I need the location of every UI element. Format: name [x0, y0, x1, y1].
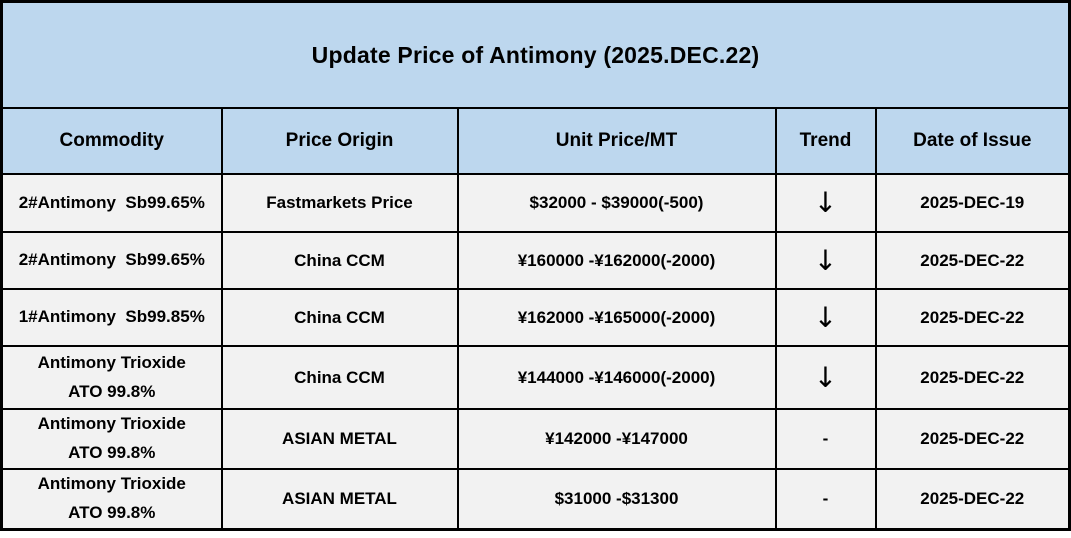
- date-of-issue-cell: 2025-DEC-19: [874, 173, 1071, 233]
- price-origin-cell: China CCM: [220, 288, 459, 347]
- unit-price-cell: $31000 -$31300: [456, 467, 777, 531]
- commodity-cell: Antimony Trioxide ATO 99.8%: [0, 467, 223, 531]
- trend-down-arrow-icon: ↓: [774, 288, 877, 347]
- table-row: 2#Antimony Sb99.65% China CCM ¥160000 -¥…: [0, 231, 1071, 290]
- col-header-price-origin: Price Origin: [220, 107, 459, 175]
- commodity-cell: 1#Antimony Sb99.85%: [0, 288, 223, 347]
- price-origin-cell: China CCM: [220, 231, 459, 290]
- trend-down-arrow-icon: ↓: [774, 231, 877, 290]
- table-row: Antimony Trioxide ATO 99.8% ASIAN METAL …: [0, 467, 1071, 531]
- col-header-unit-price: Unit Price/MT: [456, 107, 777, 175]
- trend-down-arrow-icon: ↓: [774, 173, 877, 233]
- unit-price-cell: ¥144000 -¥146000(-2000): [456, 345, 777, 410]
- page-title: Update Price of Antimony (2025.DEC.22): [0, 0, 1071, 109]
- commodity-cell: 2#Antimony Sb99.65%: [0, 173, 223, 233]
- table-row: 1#Antimony Sb99.85% China CCM ¥162000 -¥…: [0, 288, 1071, 347]
- price-origin-cell: Fastmarkets Price: [220, 173, 459, 233]
- commodity-cell: Antimony Trioxide ATO 99.8%: [0, 408, 223, 470]
- col-header-date-of-issue: Date of Issue: [874, 107, 1071, 175]
- column-header-row: Commodity Price Origin Unit Price/MT Tre…: [0, 107, 1071, 175]
- price-origin-cell: China CCM: [220, 345, 459, 410]
- col-header-trend: Trend: [774, 107, 877, 175]
- date-of-issue-cell: 2025-DEC-22: [874, 345, 1071, 410]
- trend-down-arrow-icon: ↓: [774, 345, 877, 410]
- table-row: 2#Antimony Sb99.65% Fastmarkets Price $3…: [0, 173, 1071, 233]
- unit-price-cell: ¥142000 -¥147000: [456, 408, 777, 470]
- trend-flat-dash: -: [774, 467, 877, 531]
- table-row: Antimony Trioxide ATO 99.8% ASIAN METAL …: [0, 408, 1071, 470]
- trend-flat-dash: -: [774, 408, 877, 470]
- unit-price-cell: ¥160000 -¥162000(-2000): [456, 231, 777, 290]
- price-origin-cell: ASIAN METAL: [220, 467, 459, 531]
- commodity-cell: 2#Antimony Sb99.65%: [0, 231, 223, 290]
- col-header-commodity: Commodity: [0, 107, 223, 175]
- date-of-issue-cell: 2025-DEC-22: [874, 467, 1071, 531]
- commodity-cell: Antimony Trioxide ATO 99.8%: [0, 345, 223, 410]
- date-of-issue-cell: 2025-DEC-22: [874, 408, 1071, 470]
- title-row: Update Price of Antimony (2025.DEC.22): [0, 0, 1071, 109]
- date-of-issue-cell: 2025-DEC-22: [874, 288, 1071, 347]
- date-of-issue-cell: 2025-DEC-22: [874, 231, 1071, 290]
- table-row: Antimony Trioxide ATO 99.8% China CCM ¥1…: [0, 345, 1071, 410]
- unit-price-cell: $32000 - $39000(-500): [456, 173, 777, 233]
- unit-price-cell: ¥162000 -¥165000(-2000): [456, 288, 777, 347]
- price-origin-cell: ASIAN METAL: [220, 408, 459, 470]
